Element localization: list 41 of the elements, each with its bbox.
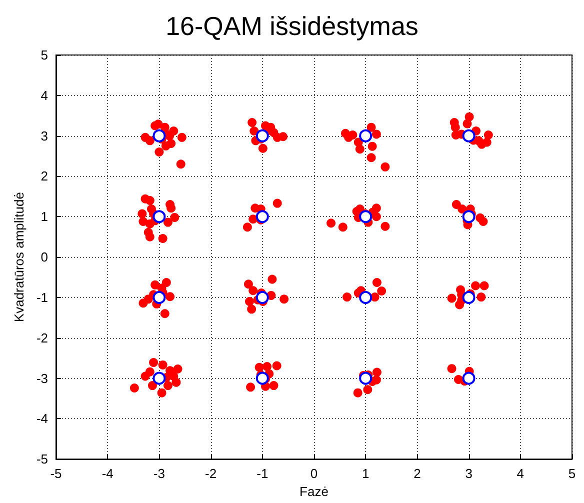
chart-title: 16-QAM išsidėstymas: [166, 11, 418, 41]
x-tick-label: 4: [516, 466, 524, 482]
y-tick-label: 0: [40, 250, 48, 265]
y-tick-label: -5: [36, 452, 48, 467]
y-tick-label: -2: [36, 330, 48, 346]
point: [462, 129, 476, 142]
x-tick-label: 3: [465, 466, 472, 482]
x-tick-label: -2: [205, 466, 217, 482]
point: [359, 372, 372, 385]
y-tick-label: 1: [40, 209, 48, 224]
y-tick-label: -3: [36, 370, 48, 386]
y-tick-label: -1: [36, 290, 48, 305]
y-axis-title: Kvadratūros amplitudė: [12, 192, 27, 322]
point: [152, 129, 166, 142]
y-tick-label: 4: [40, 88, 48, 103]
point: [359, 129, 372, 142]
x-tick-label: 5: [568, 466, 576, 482]
x-tick-label: 2: [414, 466, 421, 482]
x-tick-label: -5: [50, 466, 62, 482]
point: [152, 372, 166, 385]
point: [359, 290, 372, 304]
point: [256, 210, 269, 224]
point: [256, 129, 269, 142]
point: [462, 372, 476, 385]
point: [152, 290, 166, 304]
y-tick-label: -4: [36, 411, 48, 426]
x-tick-label: -1: [256, 466, 268, 482]
point: [462, 290, 476, 304]
y-tick-label: 2: [40, 168, 48, 184]
point: [256, 290, 269, 304]
x-tick-label: -3: [153, 466, 165, 482]
y-tick-label: 5: [40, 48, 48, 62]
point: [256, 372, 269, 385]
y-tick-label: 3: [40, 128, 48, 144]
x-tick-label: -4: [102, 466, 114, 482]
point: [152, 210, 166, 224]
x-axis-title: Fazė: [300, 484, 328, 499]
x-tick-label: 0: [310, 466, 318, 482]
point: [462, 210, 476, 224]
point: [359, 210, 372, 224]
x-tick-label: 1: [362, 466, 370, 482]
